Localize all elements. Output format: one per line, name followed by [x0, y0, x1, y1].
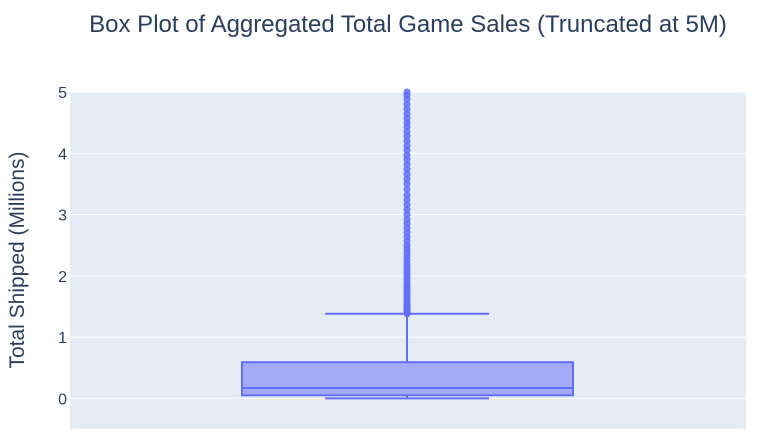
outlier-point-60 [403, 88, 411, 96]
iqr-box [241, 361, 574, 397]
chart-title: Box Plot of Aggregated Total Game Sales … [89, 11, 727, 38]
outlier-points [403, 88, 411, 318]
y-tick-label-4: 4 [58, 146, 67, 163]
y-tick-label-0: 0 [58, 391, 67, 408]
y-tick-label-5: 5 [58, 85, 67, 102]
y-tick-label-3: 3 [58, 208, 67, 225]
box-trace [241, 312, 574, 400]
y-tick-label-1: 1 [58, 330, 67, 347]
y-axis-label: Total Shipped (Millions) [6, 151, 29, 368]
y-tick-label-2: 2 [58, 269, 67, 286]
